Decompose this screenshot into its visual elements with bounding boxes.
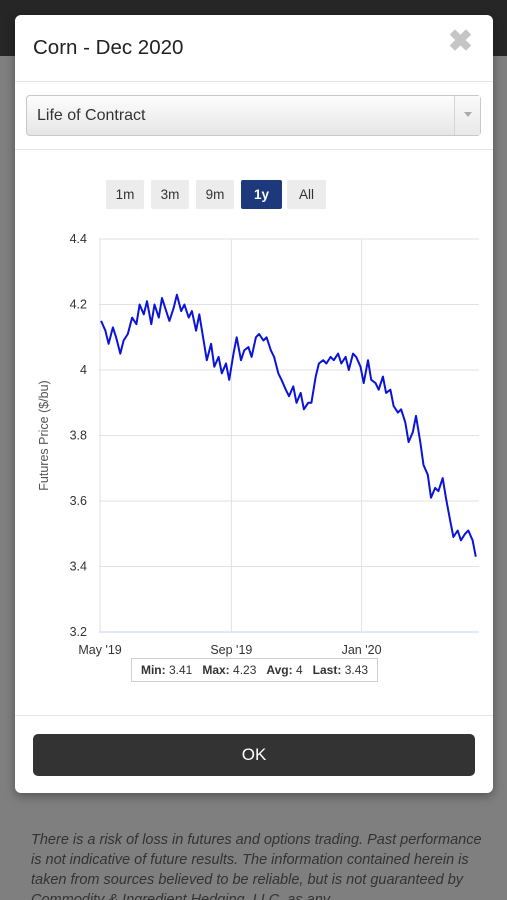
modal-header: Corn - Dec 2020 ✖ xyxy=(15,15,493,82)
y-axis-label: Futures Price ($/bu) xyxy=(37,380,51,490)
avg-value: 4 xyxy=(295,663,303,677)
period-button-1y[interactable]: 1y xyxy=(241,180,282,209)
divider xyxy=(15,715,493,716)
risk-disclaimer: There is a risk of loss in futures and o… xyxy=(31,832,482,900)
max-label: Max: xyxy=(202,663,230,677)
price-chart: 3.2 3.4 3.6 3.8 4 4.2 4.4 May '19 Sep '19 Jan '20… xyxy=(37,232,479,657)
y-tick-label: 3.4 xyxy=(70,560,87,574)
y-tick-label: 4 xyxy=(80,363,87,377)
ok-button[interactable]: OK xyxy=(33,734,475,776)
close-icon[interactable]: ✖ xyxy=(447,25,473,58)
modal-title: Corn - Dec 2020 xyxy=(33,36,184,59)
y-tick-label: 4.2 xyxy=(70,298,87,312)
x-tick-label: Jan '20 xyxy=(342,643,382,657)
series-line xyxy=(100,293,477,557)
min-label: Min: xyxy=(140,663,166,677)
x-tick-label: Sep '19 xyxy=(210,643,252,657)
divider xyxy=(15,149,493,150)
chart-modal: Corn - Dec 2020 ✖ Life of Contract 1m 3m… xyxy=(15,15,493,793)
chart-stats: Min: 3.41 Max: 4.23 Avg: 4 Last: 3.43 xyxy=(131,658,378,682)
period-button-all[interactable]: All xyxy=(287,180,326,209)
period-button-1m[interactable]: 1m xyxy=(106,180,144,209)
min-value: 3.41 xyxy=(168,663,193,677)
dropdown-toggle[interactable] xyxy=(454,96,480,135)
y-tick-label: 4.4 xyxy=(70,232,87,246)
x-tick-label: May '19 xyxy=(78,643,121,657)
last-label: Last: xyxy=(312,663,342,677)
last-value: 3.43 xyxy=(344,663,369,677)
chevron-down-icon xyxy=(464,112,472,117)
max-value: 4.23 xyxy=(233,663,257,677)
range-select-value: Life of Contract xyxy=(37,107,146,124)
y-tick-label: 3.6 xyxy=(70,494,87,508)
y-tick-label: 3.2 xyxy=(70,625,87,639)
period-button-3m[interactable]: 3m xyxy=(151,180,189,209)
period-button-9m[interactable]: 9m xyxy=(196,180,234,209)
range-select[interactable]: Life of Contract xyxy=(26,95,481,136)
avg-label: Avg: xyxy=(266,663,293,677)
y-tick-label: 3.8 xyxy=(70,429,87,443)
